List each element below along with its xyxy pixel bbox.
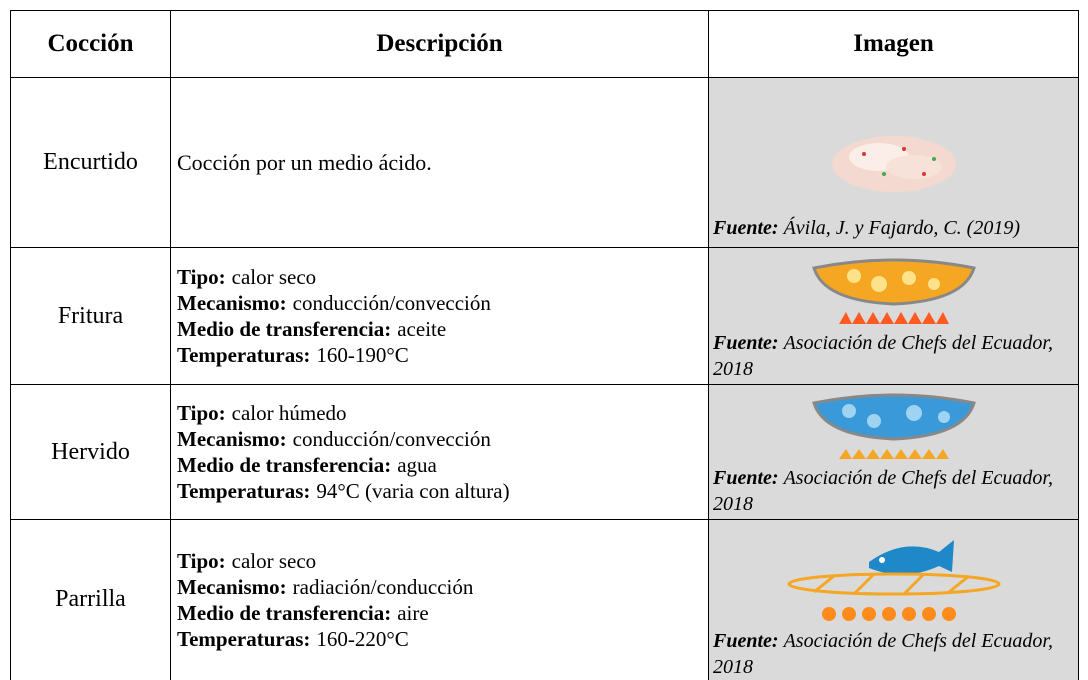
description-line: Temperaturas: 94°C (varia con altura) — [177, 478, 702, 504]
image-cell: Fuente: Asociación de Chefs del Ecuador, … — [708, 384, 1079, 520]
cooking-table: Cocción Descripción Imagen Encurtido Coc… — [10, 10, 1079, 680]
row: Hervido Tipo: calor húmedo Mecanismo: condu… — [10, 384, 1079, 520]
description-line: Mecanismo: radiación/conducción — [177, 574, 702, 600]
source-label: Fuente: — [713, 467, 779, 489]
item-value: conducción/convección — [292, 291, 491, 315]
source-label: Fuente: — [713, 629, 779, 652]
item-label: Medio de transferencia: — [177, 317, 392, 341]
description-line: Temperaturas: 160-190°C — [177, 342, 702, 368]
item-value: calor húmedo — [231, 401, 347, 425]
description-line: Mecanismo: conducción/convección — [177, 426, 702, 452]
description: Tipo: calor seco Mecanismo: radiación/condu… — [170, 519, 709, 680]
header-cell: Cocción — [10, 10, 171, 78]
item-value: 94°C (varia con altura) — [316, 479, 510, 503]
item-value: calor seco — [231, 265, 317, 289]
description-line: Medio de transferencia: agua — [177, 452, 702, 478]
description: Tipo: calor húmedo Mecanismo: conducción/co… — [170, 384, 709, 520]
image-cell: Fuente: Ávila, J. y Fajardo, C. (2019) — [708, 77, 1079, 248]
source-label: Fuente: — [713, 217, 779, 239]
description: Cocción por un medio ácido. — [170, 77, 709, 248]
cooking-name: Hervido — [10, 384, 171, 520]
item-label: Tipo: — [177, 401, 226, 425]
description-line: Medio de transferencia: aceite — [177, 316, 702, 342]
description-line: Medio de transferencia: aire — [177, 600, 702, 626]
image-cell: Fuente: Asociación de Chefs del Ecuador, … — [708, 519, 1079, 680]
item-label: Temperaturas: — [177, 343, 311, 367]
header-cell: Imagen — [708, 10, 1079, 78]
item-value: aire — [397, 600, 429, 625]
item-label: Temperaturas: — [177, 626, 311, 651]
item-label: Mecanismo: — [177, 427, 287, 451]
source-text: Asociación de Chefs del Ecuador, 2018 — [713, 467, 1053, 515]
header-row: Cocción Descripción Imagen — [10, 10, 1079, 78]
grill-image — [787, 539, 1000, 621]
item-value: radiación/conducción — [292, 574, 474, 599]
description-line: Tipo: calor seco — [177, 548, 702, 574]
source-text: Asociación de Chefs del Ecuador, 2018 — [713, 629, 1053, 678]
row: Encurtido Cocción por un medio ácido. Fu… — [10, 77, 1079, 248]
item-label: Temperaturas: — [177, 479, 311, 503]
item-value: 160-220°C — [316, 626, 409, 651]
header-cell: Descripción — [170, 10, 709, 78]
description-line: Temperaturas: 160-220°C — [177, 626, 702, 652]
source-label: Fuente: — [713, 332, 779, 354]
ceviche-image — [831, 136, 956, 192]
cooking-name: Encurtido — [10, 77, 171, 248]
item-label: Mecanismo: — [177, 574, 287, 599]
item-value: agua — [397, 453, 437, 477]
description-line: Mecanismo: conducción/convección — [177, 290, 702, 316]
item-label: Tipo: — [177, 265, 226, 289]
description-line: Tipo: calor húmedo — [177, 400, 702, 426]
item-label: Medio de transferencia: — [177, 600, 392, 625]
frying-image — [811, 258, 976, 324]
item-label: Mecanismo: — [177, 291, 287, 315]
item-label: Medio de transferencia: — [177, 453, 392, 477]
description-line: Tipo: calor seco — [177, 264, 702, 290]
item-value: 160-190°C — [316, 343, 409, 367]
cooking-name: Fritura — [10, 247, 171, 385]
item-value: conducción/convección — [292, 427, 491, 451]
boiling-image — [811, 393, 976, 459]
image-cell: Fuente: Asociación de Chefs del Ecuador, … — [708, 247, 1079, 385]
row: Parrilla Tipo: calor seco Mecanismo: radiac… — [10, 519, 1079, 680]
description: Tipo: calor seco Mecanismo: conducción/conv… — [170, 247, 709, 385]
item-label: Tipo: — [177, 548, 226, 573]
row: Fritura Tipo: calor seco Mecanismo: conducc… — [10, 247, 1079, 385]
item-value: calor seco — [231, 548, 317, 573]
item-value: aceite — [397, 317, 447, 341]
cooking-name: Parrilla — [10, 519, 171, 680]
source-text: Asociación de Chefs del Ecuador, 2018 — [713, 332, 1053, 380]
source-text: Ávila, J. y Fajardo, C. (2019) — [783, 217, 1020, 239]
